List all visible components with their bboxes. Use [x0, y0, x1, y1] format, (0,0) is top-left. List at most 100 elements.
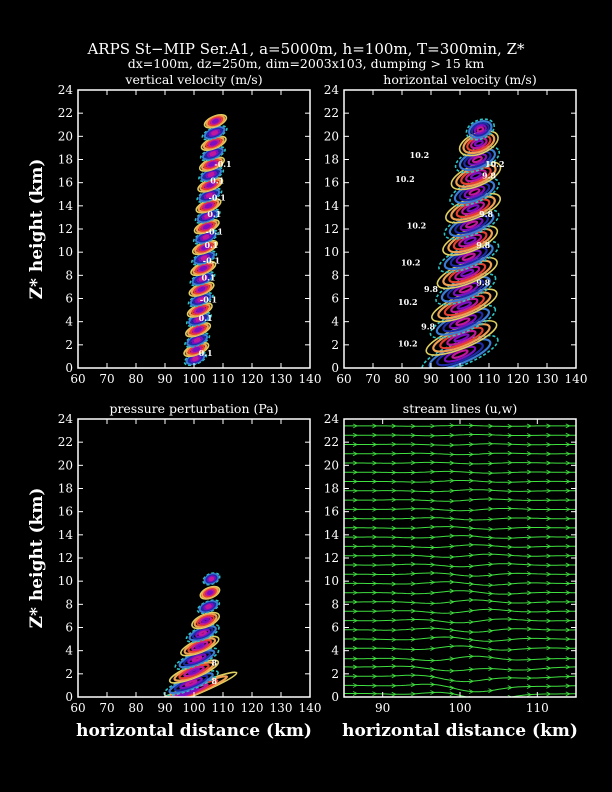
streamline-arrow — [449, 488, 455, 494]
contour-label: 9.8 — [482, 171, 496, 181]
streamline-arrow — [372, 442, 378, 447]
y-tick-label: 18 — [324, 153, 339, 167]
streamline-arrow — [430, 635, 436, 640]
streamline-arrow — [507, 581, 513, 587]
y-tick-label: 4 — [331, 315, 339, 329]
streamline-arrow — [449, 460, 455, 466]
streamline-arrow — [565, 423, 571, 429]
streamline-arrow — [488, 572, 494, 578]
streamline-arrow — [372, 460, 378, 466]
streamline-arrow — [449, 452, 455, 457]
x-tick-label: 90 — [157, 701, 172, 715]
streamline-arrow — [410, 450, 416, 456]
panel-title: pressure perturbation (Pa) — [109, 401, 278, 416]
contour-lobe-ring — [460, 268, 475, 278]
streamline-arrow — [565, 525, 571, 531]
streamline-arrow — [507, 675, 513, 681]
contour-lobe-ring — [451, 349, 469, 359]
y-tick-label: 16 — [58, 505, 73, 519]
streamline-arrow — [507, 571, 513, 576]
x-tick-label: 110 — [212, 372, 235, 386]
streamline-arrow — [449, 620, 455, 625]
streamline — [344, 498, 576, 502]
streamline-arrow — [410, 525, 416, 531]
contour-lobe-ring — [207, 172, 215, 178]
streamline-arrow — [565, 683, 571, 689]
contour-lobe-ring — [179, 677, 203, 690]
y-tick-label: 2 — [331, 667, 339, 681]
streamline-arrow — [468, 517, 474, 523]
streamline-arrow — [449, 442, 455, 448]
streamline-arrow — [546, 442, 552, 447]
streamline-arrow — [565, 590, 571, 596]
streamline-arrow — [391, 617, 397, 623]
streamline-arrow — [372, 488, 378, 494]
streamline — [344, 461, 576, 465]
contour-lobe-ring — [184, 332, 211, 348]
streamline-arrow — [449, 469, 455, 474]
y-tick-label: 8 — [65, 597, 73, 611]
streamline-arrow — [546, 627, 552, 633]
streamline-arrow — [565, 543, 571, 549]
streamline-arrow — [488, 582, 494, 588]
streamline-arrow — [546, 691, 552, 697]
streamline-arrow — [546, 580, 552, 586]
streamline — [344, 590, 576, 595]
streamline-arrow — [372, 627, 378, 633]
streamline-arrow — [372, 525, 378, 531]
streamline-arrow — [468, 619, 474, 625]
streamline — [344, 517, 576, 521]
streamline-arrow — [372, 581, 378, 586]
contour-label: 9.8 — [479, 209, 493, 219]
streamline-arrow — [449, 432, 455, 438]
contour-lobe-ring — [466, 204, 480, 213]
contour-lobe-ring — [202, 234, 210, 240]
streamline-arrow — [410, 672, 416, 678]
contour-lobe-ring — [201, 617, 210, 624]
streamline-arrow — [430, 498, 436, 504]
streamline-arrow — [526, 646, 532, 651]
streamline-arrow — [546, 656, 552, 662]
streamline — [344, 452, 576, 456]
streamline-arrow — [391, 441, 397, 447]
streamline-arrow — [449, 533, 455, 539]
x-tick-label: 130 — [270, 372, 293, 386]
contour-lobe-ring — [201, 245, 209, 251]
streamline-arrow — [372, 608, 378, 614]
contour-lobe-ring — [206, 182, 214, 188]
streamline-arrow — [468, 441, 474, 447]
streamline — [344, 599, 576, 604]
streamline-arrow — [430, 690, 436, 695]
streamline-arrow — [352, 590, 358, 596]
x-tick-label: 120 — [241, 701, 264, 715]
streamline-arrow — [391, 646, 397, 652]
contour-lobe-ring — [200, 255, 208, 261]
streamline-arrow — [430, 601, 436, 606]
streamline-arrow — [410, 691, 416, 697]
y-tick-label: 14 — [58, 199, 74, 213]
streamline-arrow — [507, 667, 513, 673]
streamline-arrow — [488, 607, 494, 612]
y-tick-label: 0 — [331, 361, 339, 375]
x-tick-label: 140 — [565, 372, 588, 386]
streamline-arrow — [546, 432, 552, 438]
streamline-arrow — [468, 653, 474, 659]
streamline-arrow — [391, 479, 397, 485]
x-tick-label: 100 — [449, 372, 472, 386]
x-axis-label: horizontal distance (km) — [76, 721, 312, 741]
streamline-arrow — [430, 545, 436, 550]
streamline-arrow — [372, 656, 378, 661]
streamline — [344, 553, 576, 558]
streamline-arrow — [468, 461, 474, 467]
streamline-arrow — [449, 599, 455, 605]
x-tick-label: 90 — [375, 701, 390, 715]
streamline-arrow — [372, 645, 378, 651]
streamline-arrow — [352, 534, 358, 540]
streamline-arrow — [391, 460, 397, 466]
streamline-arrow — [565, 432, 571, 438]
streamline-arrow — [526, 423, 532, 429]
streamline-arrow — [507, 535, 513, 541]
contour-lobe-ring — [187, 639, 213, 653]
streamline-arrow — [391, 488, 397, 494]
